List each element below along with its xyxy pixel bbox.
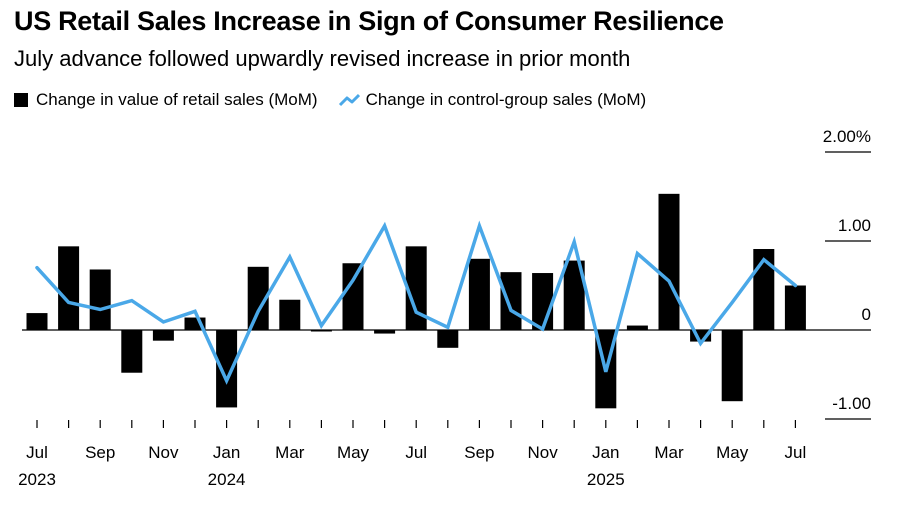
bar-sep-2024 [468,258,490,330]
legend-label-control-group: Change in control-group sales (MoM) [365,90,647,109]
bar-sep-2023 [89,269,111,330]
bar-apr-2025 [690,330,712,342]
legend-line-swatch [338,93,360,107]
control-group-line [35,220,798,385]
bar-apr-2024 [310,330,332,332]
x-year-label: 2025 [587,470,625,489]
x-year-label: 2024 [208,470,246,489]
bar-mar-2024 [279,299,301,330]
bar-jul-2023 [26,313,48,330]
x-tick-label: Sep [85,443,115,462]
y-tick-label: 1.00 [838,216,871,235]
x-tick-label: May [716,443,749,462]
bar-feb-2025 [626,325,648,330]
bar-nov-2023 [152,330,174,341]
legend-item-retail-sales: Change in value of retail sales (MoM) [14,90,318,110]
x-tick-label: Sep [464,443,494,462]
chart-title: US Retail Sales Increase in Sign of Cons… [14,6,724,36]
bar-feb-2024 [247,266,269,330]
bar-may-2024 [342,263,364,330]
bar-aug-2023 [58,246,80,330]
bar-jul-2025 [784,285,806,330]
x-tick-label: Jul [405,443,427,462]
bar-jan-2024 [216,330,238,408]
bar-dec-2024 [563,260,585,330]
chart-subtitle: July advance followed upwardly revised i… [14,46,631,71]
y-tick-label: -1.00 [832,394,871,413]
y-tick-label: 0 [862,305,871,324]
x-tick-label: Jan [592,443,619,462]
legend-label-retail-sales: Change in value of retail sales (MoM) [36,90,318,109]
bar-oct-2023 [121,330,143,373]
x-year-label: 2023 [18,470,56,489]
bar-mar-2025 [658,193,680,330]
y-tick-label: 2.00% [823,127,871,146]
x-tick-label: Mar [275,443,305,462]
x-tick-label: Nov [148,443,179,462]
chart-legend: Change in value of retail sales (MoM) Ch… [14,90,666,110]
x-tick-label: May [337,443,370,462]
bar-oct-2024 [500,272,522,330]
x-tick-label: Nov [527,443,558,462]
x-tick-label: Mar [654,443,684,462]
x-tick-label: Jul [785,443,807,462]
bar-jul-2024 [405,246,427,330]
x-tick-label: Jan [213,443,240,462]
bar-jun-2024 [374,330,396,334]
x-tick-label: Jul [26,443,48,462]
bar-aug-2024 [437,330,459,348]
legend-bar-swatch [14,93,28,107]
bar-nov-2024 [532,273,554,330]
legend-item-control-group: Change in control-group sales (MoM) [338,90,647,110]
bar-may-2025 [721,330,743,402]
